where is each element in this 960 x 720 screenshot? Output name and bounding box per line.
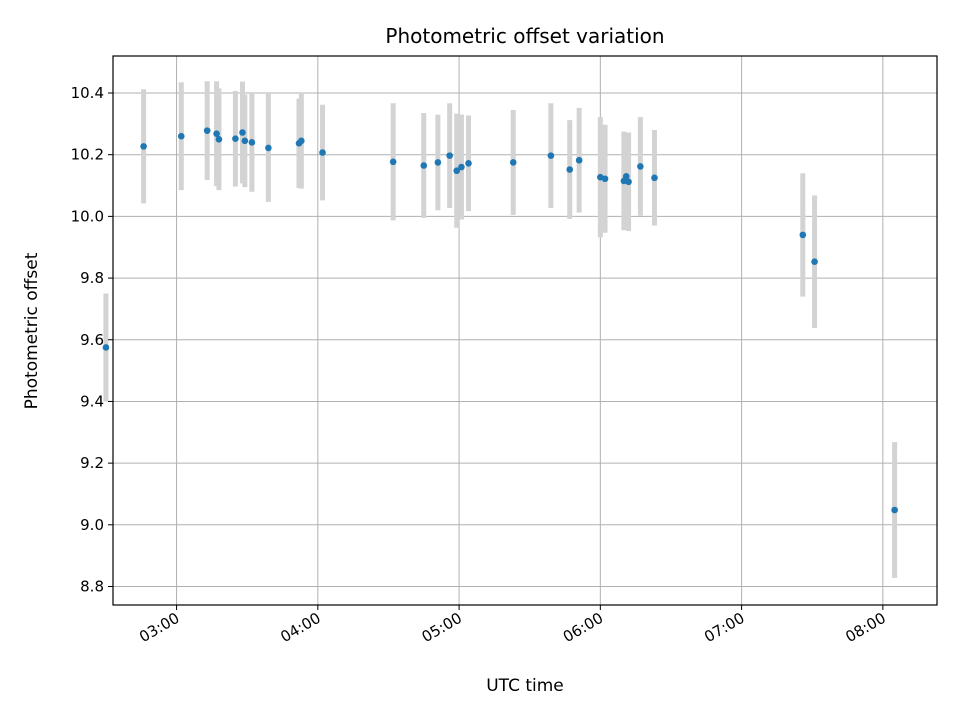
data-point <box>203 127 211 134</box>
data-points <box>102 127 898 514</box>
y-tick-label: 9.0 <box>80 516 104 534</box>
data-point <box>298 137 305 145</box>
y-tick-label: 9.2 <box>80 454 104 472</box>
data-point <box>453 167 461 175</box>
data-point <box>420 162 428 169</box>
data-point <box>547 152 555 159</box>
data-point <box>232 135 239 142</box>
data-point <box>319 149 326 156</box>
data-point <box>239 129 246 136</box>
y-tick-label: 10.4 <box>71 84 104 102</box>
y-tick-label: 10.2 <box>71 146 104 164</box>
data-point <box>265 144 272 152</box>
data-point <box>177 132 185 140</box>
data-point <box>434 159 442 166</box>
data-point <box>215 135 223 143</box>
data-point <box>509 159 517 166</box>
y-tick-label: 10.0 <box>71 207 104 225</box>
y-axis-label: Photometric offset <box>22 252 42 409</box>
y-tick-label: 9.4 <box>80 392 104 410</box>
data-point <box>140 143 147 150</box>
data-point <box>213 130 220 138</box>
y-tick-label: 8.8 <box>80 577 104 595</box>
data-point <box>389 158 397 166</box>
data-point <box>811 258 818 266</box>
data-point <box>799 231 807 239</box>
data-point <box>891 506 898 514</box>
data-point <box>575 156 583 164</box>
x-axis-label: UTC time <box>486 676 564 696</box>
y-tick-label: 9.6 <box>80 331 104 349</box>
data-point <box>241 137 249 145</box>
data-point <box>622 172 630 180</box>
data-point <box>465 160 472 167</box>
data-point <box>446 152 453 159</box>
data-point <box>601 175 609 183</box>
data-point <box>625 178 632 186</box>
y-tick-label: 9.8 <box>80 269 104 287</box>
data-point <box>458 163 465 171</box>
chart-title: Photometric offset variation <box>385 24 664 48</box>
data-point <box>637 163 644 170</box>
data-point <box>651 174 658 182</box>
data-point <box>102 344 110 351</box>
plot-frame <box>112 55 938 606</box>
data-point <box>566 166 574 173</box>
data-point <box>248 139 256 146</box>
